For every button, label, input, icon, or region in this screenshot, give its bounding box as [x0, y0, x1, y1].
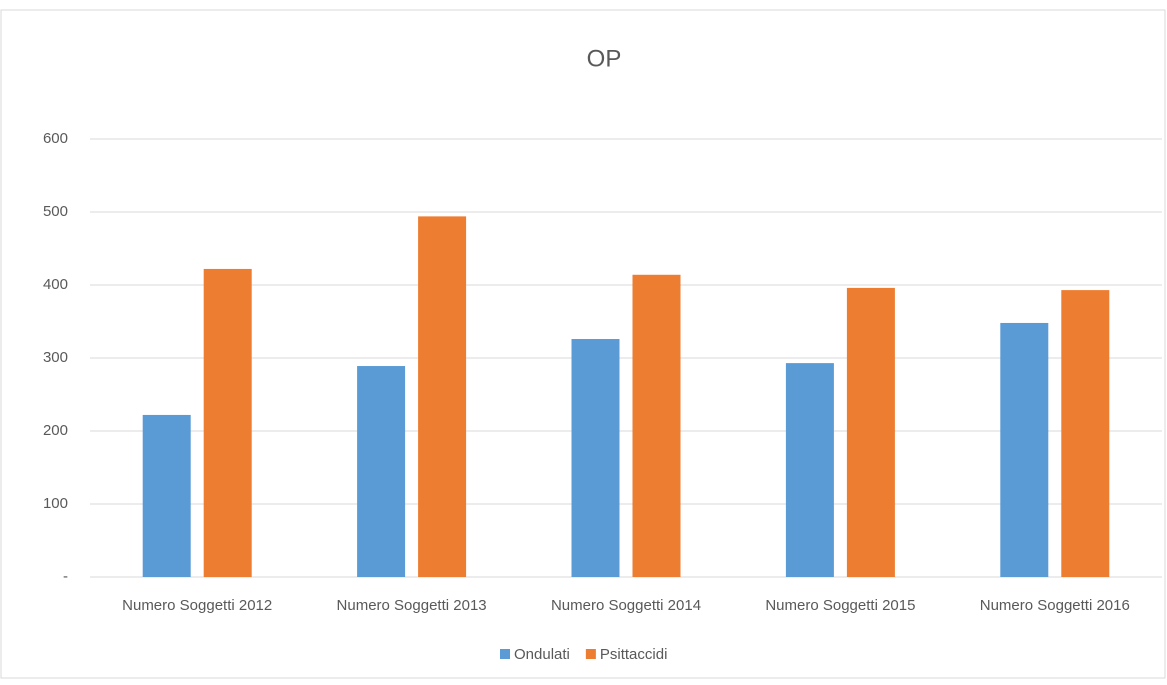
bar: [785, 363, 834, 577]
y-tick-label: 500: [43, 203, 68, 220]
y-tick-label: 200: [43, 422, 68, 439]
bar: [846, 287, 895, 577]
x-tick-label: Numero Soggetti 2012: [122, 597, 272, 614]
x-tick-label: Numero Soggetti 2014: [551, 597, 701, 614]
bar: [1061, 290, 1110, 577]
y-tick-label: -: [63, 568, 68, 585]
x-tick-label: Numero Soggetti 2016: [980, 597, 1130, 614]
y-tick-label: 600: [43, 130, 68, 147]
x-tick-label: Numero Soggetti 2013: [337, 597, 487, 614]
legend-label: Psittaccidi: [600, 646, 668, 663]
bar: [571, 339, 620, 577]
bar: [142, 414, 191, 577]
bar: [632, 274, 681, 577]
bar: [357, 366, 406, 577]
x-tick-label: Numero Soggetti 2015: [765, 597, 915, 614]
legend-swatch: [500, 649, 510, 659]
legend-swatch: [585, 649, 596, 659]
chart-title: OP: [587, 45, 622, 72]
bar: [203, 268, 252, 577]
bar: [418, 216, 467, 577]
y-tick-label: 300: [43, 349, 68, 366]
legend-label: Ondulati: [514, 646, 570, 663]
y-tick-label: 400: [43, 276, 68, 293]
bar: [1000, 322, 1049, 577]
y-tick-label: 100: [43, 495, 68, 512]
